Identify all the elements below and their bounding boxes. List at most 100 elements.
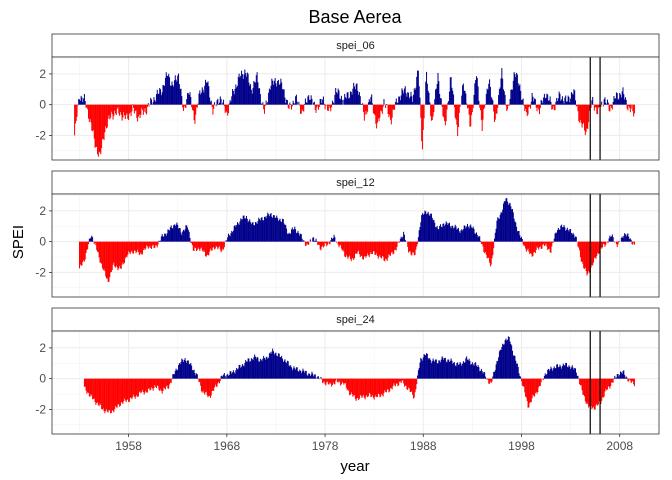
bar xyxy=(611,234,613,242)
bar xyxy=(124,104,126,120)
bar xyxy=(358,92,360,105)
bar xyxy=(631,104,633,106)
bar xyxy=(207,378,209,398)
bar xyxy=(120,104,122,115)
bar xyxy=(121,104,123,121)
bar xyxy=(343,99,345,105)
bar xyxy=(331,237,333,242)
bar xyxy=(365,378,367,397)
bar xyxy=(76,104,78,117)
bar xyxy=(239,221,241,242)
bar xyxy=(409,241,411,252)
bar xyxy=(398,241,400,243)
bar xyxy=(516,231,518,242)
bar xyxy=(189,364,191,379)
bar xyxy=(302,241,304,242)
bar xyxy=(133,378,135,397)
bar xyxy=(223,104,225,107)
bar xyxy=(368,378,370,393)
bar xyxy=(540,378,542,383)
bar xyxy=(213,241,215,248)
bar xyxy=(197,241,199,248)
bar xyxy=(529,104,531,107)
bar xyxy=(151,241,153,249)
bar xyxy=(630,239,632,242)
bar xyxy=(544,373,546,379)
bar xyxy=(127,378,129,400)
bar xyxy=(226,374,228,379)
bar xyxy=(175,224,177,242)
bar xyxy=(164,233,166,242)
bar xyxy=(194,241,196,248)
bar xyxy=(325,104,327,106)
bar xyxy=(130,104,132,117)
bar xyxy=(319,99,321,105)
bar xyxy=(426,353,428,379)
bar xyxy=(516,226,518,242)
bar xyxy=(569,366,571,379)
bar xyxy=(466,356,468,379)
bar xyxy=(182,361,184,379)
bar xyxy=(353,82,355,105)
bar xyxy=(167,76,169,105)
bar xyxy=(547,94,549,105)
bar xyxy=(196,373,198,379)
bar xyxy=(370,241,372,252)
bar xyxy=(540,99,542,105)
bar xyxy=(379,104,381,118)
bar xyxy=(624,234,626,242)
bar xyxy=(471,104,473,112)
bar xyxy=(374,104,376,116)
bar xyxy=(155,241,157,246)
bar xyxy=(247,358,249,379)
bar xyxy=(493,104,495,112)
bar xyxy=(563,365,565,379)
bar xyxy=(394,241,396,250)
bar xyxy=(216,241,218,248)
bar xyxy=(363,241,365,257)
bar xyxy=(306,241,308,244)
bar xyxy=(256,356,258,379)
bar xyxy=(549,369,551,379)
bar xyxy=(452,90,454,105)
bar xyxy=(143,378,145,395)
bar xyxy=(521,238,523,242)
bar xyxy=(540,241,542,249)
bar xyxy=(194,104,196,124)
bar xyxy=(314,240,316,242)
bar xyxy=(571,365,573,379)
bar xyxy=(313,237,315,242)
bar xyxy=(188,363,190,379)
bar xyxy=(137,104,139,122)
bar xyxy=(408,241,410,252)
bar xyxy=(299,104,301,114)
bar xyxy=(383,99,385,105)
bar xyxy=(597,104,599,115)
bar xyxy=(262,102,264,105)
bar xyxy=(350,241,352,262)
bar xyxy=(152,102,154,105)
bar xyxy=(300,234,302,242)
bar xyxy=(203,241,205,251)
bar xyxy=(480,241,482,245)
bar xyxy=(86,378,88,394)
bar xyxy=(461,365,463,379)
bar xyxy=(537,104,539,108)
bar xyxy=(232,232,234,242)
bar xyxy=(349,97,351,105)
bar xyxy=(254,354,256,379)
bar xyxy=(146,241,148,247)
bar xyxy=(417,70,419,105)
bar xyxy=(368,99,370,105)
bar xyxy=(279,357,281,379)
bar xyxy=(584,241,586,269)
bar xyxy=(273,80,275,105)
bar xyxy=(425,81,427,105)
bar xyxy=(547,241,549,250)
bar xyxy=(221,241,223,251)
bar xyxy=(500,350,502,379)
bar xyxy=(381,378,383,396)
bar xyxy=(282,89,284,105)
bar xyxy=(538,378,540,386)
bar xyxy=(153,378,155,389)
